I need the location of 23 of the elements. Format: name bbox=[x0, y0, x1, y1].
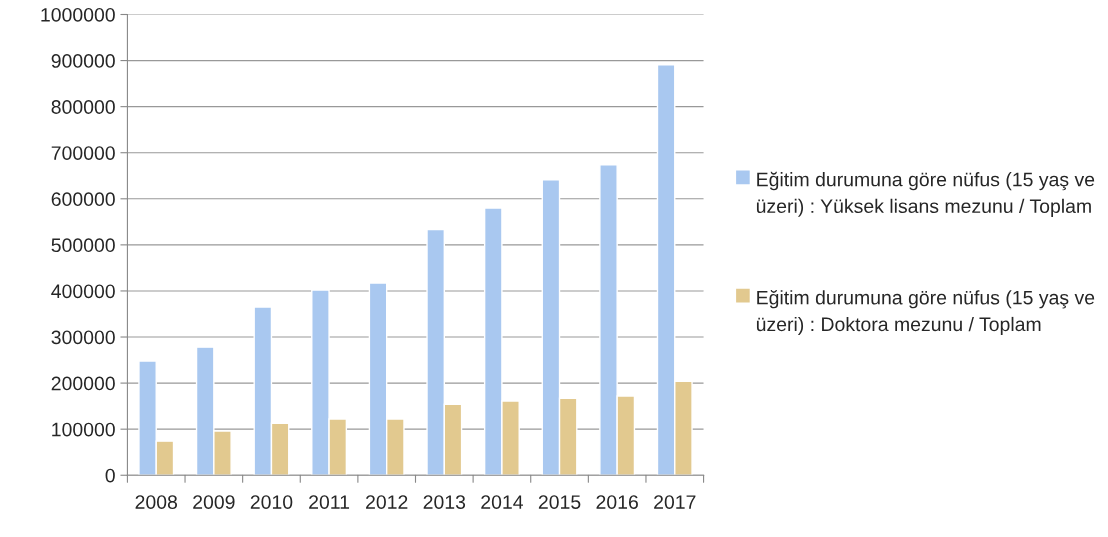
x-tick-label: 2010 bbox=[250, 495, 293, 509]
legend-label: Eğitim durumuna göre nüfus (15 yaş ve üzeri) : Yüksek lisans mezunu / Toplam bbox=[756, 171, 1095, 217]
y-tick-label: 1000000 bbox=[41, 7, 115, 22]
x-tick-label: 2009 bbox=[193, 495, 235, 509]
x-tick-label: 2012 bbox=[366, 495, 408, 509]
x-tick-label: 2015 bbox=[538, 495, 581, 509]
y-tick-label: 500000 bbox=[51, 238, 115, 253]
legend-label: Eğitim durumuna göre nüfus (15 yaş ve üzeri) : Doktora mezunu / Toplam bbox=[756, 289, 1095, 336]
y-tick-label: 600000 bbox=[51, 192, 115, 207]
y-tick-label: 300000 bbox=[51, 330, 115, 345]
y-tick-label: 100000 bbox=[52, 422, 115, 437]
x-tick-label: 2016 bbox=[596, 495, 638, 509]
y-tick-label: 200000 bbox=[51, 376, 115, 391]
y-tick-label: 0 bbox=[105, 468, 115, 483]
y-tick-label: 900000 bbox=[51, 54, 115, 68]
y-tick-label: 700000 bbox=[51, 146, 115, 160]
x-tick-label: 2011 bbox=[309, 495, 350, 509]
y-tick-label: 400000 bbox=[51, 284, 115, 299]
x-tick-label: 2014 bbox=[481, 495, 523, 509]
x-tick-label: 2008 bbox=[135, 495, 178, 509]
x-tick-label: 2013 bbox=[423, 495, 466, 509]
y-tick-label: 800000 bbox=[51, 100, 115, 114]
x-tick-label: 2017 bbox=[654, 495, 696, 509]
